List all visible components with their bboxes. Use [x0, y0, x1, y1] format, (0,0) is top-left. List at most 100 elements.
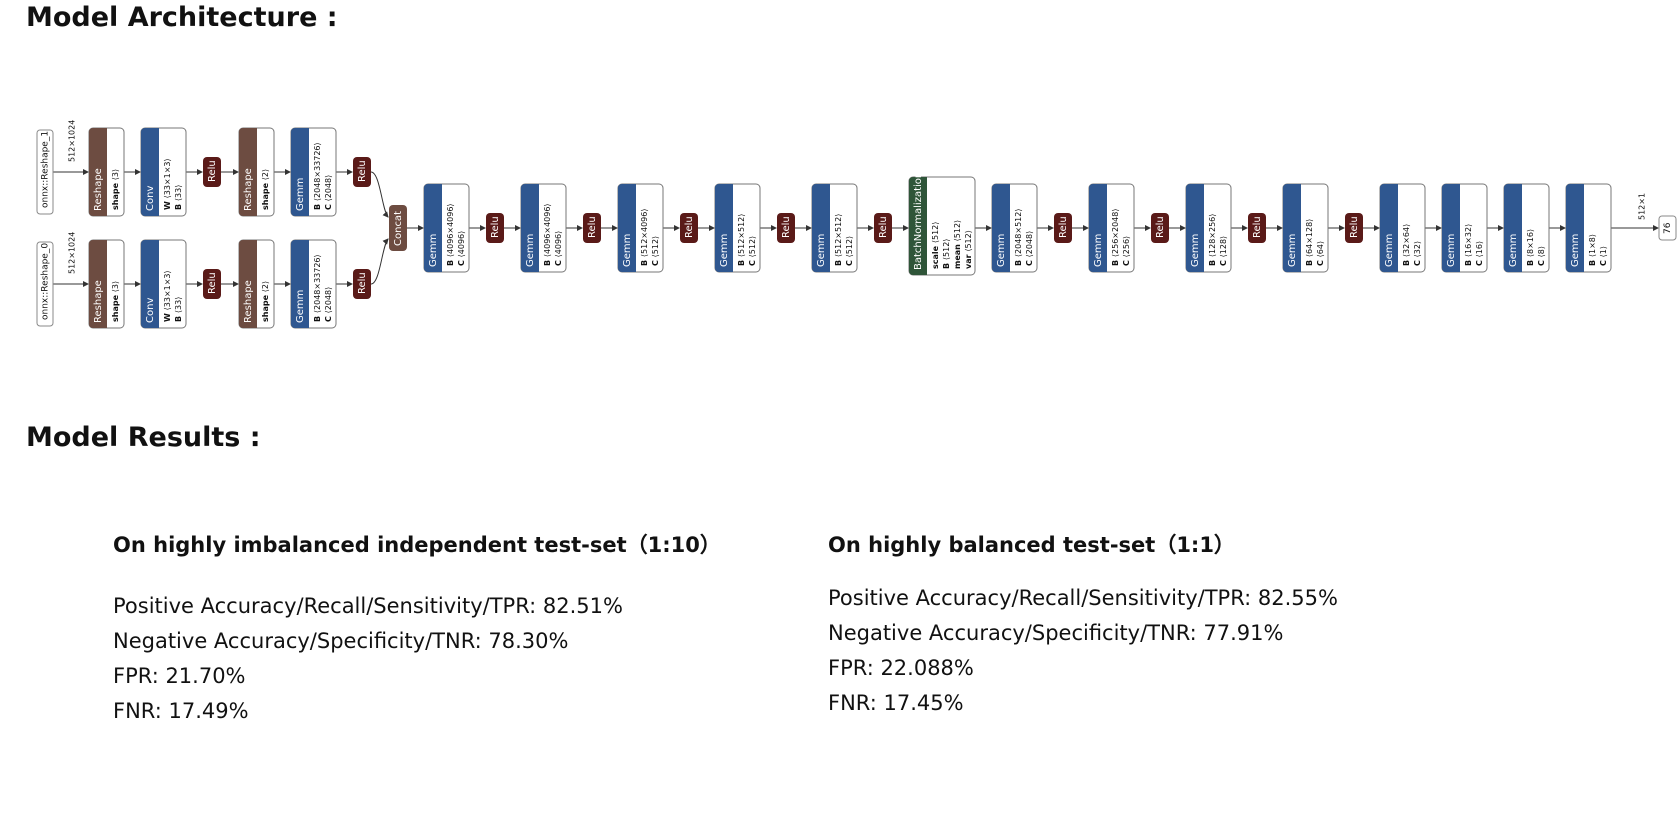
architecture-title: Model Architecture : [26, 2, 338, 33]
node-attr: shape ⟨2⟩ [261, 169, 270, 210]
concat-edge-bottom [370, 238, 389, 285]
relu-node[interactable]: Relu [874, 213, 892, 243]
node-op-band [239, 240, 257, 328]
conv-node[interactable]: Conv W ⟨33×1×3⟩B ⟨33⟩ [140, 239, 187, 329]
balanced-heading: On highly balanced test-set（1:1） [828, 533, 1235, 557]
node-op-label: Reshape [93, 280, 104, 323]
relu-node[interactable]: Relu [203, 157, 221, 187]
node-op-label: Relu [490, 216, 501, 238]
node-attr: shape ⟨2⟩ [261, 281, 270, 322]
node-op-band [909, 177, 927, 275]
relu-node[interactable]: Relu [1248, 213, 1266, 243]
input-node-1[interactable]: onnx::Reshape_1 [36, 129, 54, 215]
node-op-band [1566, 184, 1584, 272]
node-op-label: Relu [357, 272, 368, 294]
gemm-node[interactable]: Gemm B ⟨16×32⟩C ⟨16⟩ [1441, 183, 1488, 273]
node-attr: W ⟨33×1×3⟩ [163, 158, 172, 210]
node-attr: C ⟨2048⟩ [324, 287, 333, 322]
relu-node-box [203, 157, 221, 187]
node-op-label: Relu [1155, 216, 1166, 238]
imbalanced-metric-tpr: Positive Accuracy/Recall/Sensitivity/TPR… [113, 594, 623, 618]
output-label: 76 [1663, 222, 1673, 234]
relu-node[interactable]: Relu [353, 269, 371, 299]
relu-node-box [353, 157, 371, 187]
diagram-edges [53, 169, 1659, 287]
balanced-metric-tpr: Positive Accuracy/Recall/Sensitivity/TPR… [828, 586, 1338, 610]
gemm-node[interactable]: Gemm B ⟨2048×33726⟩C ⟨2048⟩ [290, 239, 337, 329]
node-attr: B ⟨64×128⟩ [1305, 219, 1314, 266]
relu-node-box [583, 213, 601, 243]
conv-node[interactable]: Conv W ⟨33×1×3⟩B ⟨33⟩ [140, 127, 187, 217]
node-op-label: Gemm [1446, 234, 1457, 267]
imbalanced-metric-fnr: FNR: 17.49% [113, 699, 249, 723]
node-attr: C ⟨4096⟩ [554, 231, 563, 266]
input-box [36, 129, 54, 215]
node-attr: B ⟨33⟩ [174, 297, 183, 322]
reshape-node[interactable]: Reshape shape ⟨2⟩ [238, 127, 275, 217]
relu-node[interactable]: Relu [1054, 213, 1072, 243]
gemm-node[interactable]: Gemm B ⟨256×2048⟩C ⟨256⟩ [1088, 183, 1135, 273]
node-attr: C ⟨16⟩ [1475, 241, 1484, 266]
node-op-label: Relu [1349, 216, 1360, 238]
relu-node-box [1248, 213, 1266, 243]
gemm-node[interactable]: Gemm B ⟨32×64⟩C ⟨32⟩ [1379, 183, 1426, 273]
relu-node[interactable]: Relu [353, 157, 371, 187]
output-node[interactable]: 76 [1658, 215, 1677, 241]
relu-node-box [486, 213, 504, 243]
gemm-node[interactable]: Gemm B ⟨128×256⟩C ⟨128⟩ [1185, 183, 1232, 273]
gemm-node[interactable]: Gemm B ⟨4096×4096⟩C ⟨4096⟩ [520, 183, 567, 273]
node-op-label: Gemm [1093, 234, 1104, 267]
node-op-label: Relu [781, 216, 792, 238]
node-attr: B ⟨2048×33726⟩ [313, 254, 322, 322]
input-label: onnx::Reshape_1 [41, 131, 51, 208]
reshape-node[interactable]: Reshape shape ⟨2⟩ [238, 239, 275, 329]
concat-edge-top [370, 171, 389, 218]
node-op-label: Relu [207, 160, 218, 182]
node-op-band [521, 184, 539, 272]
relu-node[interactable]: Relu [583, 213, 601, 243]
gemm-node[interactable]: Gemm B ⟨2048×33726⟩C ⟨2048⟩ [290, 127, 337, 217]
relu-node[interactable]: Relu [1345, 213, 1363, 243]
node-op-band [1504, 184, 1522, 272]
node-op-label: Gemm [816, 234, 827, 267]
node-op-label: Gemm [1570, 234, 1581, 267]
gemm-node[interactable]: Gemm B ⟨1×8⟩C ⟨1⟩ [1565, 183, 1612, 273]
node-op-label: Gemm [719, 234, 730, 267]
reshape-node[interactable]: Reshape shape ⟨3⟩ [88, 239, 125, 329]
relu-node[interactable]: Relu [1151, 213, 1169, 243]
relu-node-box [1151, 213, 1169, 243]
node-attr: B ⟨512×512⟩ [737, 214, 746, 266]
gemm-node[interactable]: Gemm B ⟨8×16⟩C ⟨8⟩ [1503, 183, 1550, 273]
node-attr: B ⟨2048×512⟩ [1014, 209, 1023, 266]
concat-node[interactable]: Concat [389, 205, 407, 251]
batchnormalization-node[interactable]: BatchNormalization scale ⟨512⟩B ⟨512⟩ mean… [908, 172, 976, 276]
relu-node[interactable]: Relu [680, 213, 698, 243]
node-attr: C ⟨512⟩ [651, 236, 660, 266]
node-attr: var ⟨512⟩ [964, 230, 973, 269]
node-attr: shape ⟨3⟩ [111, 169, 120, 210]
gemm-node[interactable]: Gemm B ⟨512×512⟩C ⟨512⟩ [811, 183, 858, 273]
node-op-band [1442, 184, 1460, 272]
gemm-node[interactable]: Gemm B ⟨512×4096⟩C ⟨512⟩ [617, 183, 664, 273]
node-attr: C ⟨4096⟩ [457, 231, 466, 266]
gemm-node[interactable]: Gemm B ⟨2048×512⟩C ⟨2048⟩ [991, 183, 1038, 273]
relu-node[interactable]: Relu [777, 213, 795, 243]
node-attr: C ⟨256⟩ [1122, 236, 1131, 266]
relu-node[interactable]: Relu [203, 269, 221, 299]
node-attr: scale ⟨512⟩ [931, 222, 940, 269]
gemm-node[interactable]: Gemm B ⟨512×512⟩C ⟨512⟩ [714, 183, 761, 273]
imbalanced-metric-tnr: Negative Accuracy/Specificity/TNR: 78.30… [113, 629, 569, 653]
node-op-label: Gemm [1384, 234, 1395, 267]
relu-node[interactable]: Relu [486, 213, 504, 243]
gemm-node[interactable]: Gemm B ⟨4096×4096⟩C ⟨4096⟩ [423, 183, 470, 273]
balanced-metrics: Positive Accuracy/Recall/Sensitivity/TPR… [828, 581, 1338, 721]
input-node-2[interactable]: onnx::Reshape_0 [36, 241, 54, 327]
node-op-label: Gemm [428, 234, 439, 267]
node-attr: C ⟨2048⟩ [1025, 231, 1034, 266]
concat-label: Concat [393, 211, 404, 246]
imbalanced-metrics: Positive Accuracy/Recall/Sensitivity/TPR… [113, 589, 721, 729]
gemm-node[interactable]: Gemm B ⟨64×128⟩C ⟨64⟩ [1282, 183, 1329, 273]
reshape-node[interactable]: Reshape shape ⟨3⟩ [88, 127, 125, 217]
node-attr: shape ⟨3⟩ [111, 281, 120, 322]
